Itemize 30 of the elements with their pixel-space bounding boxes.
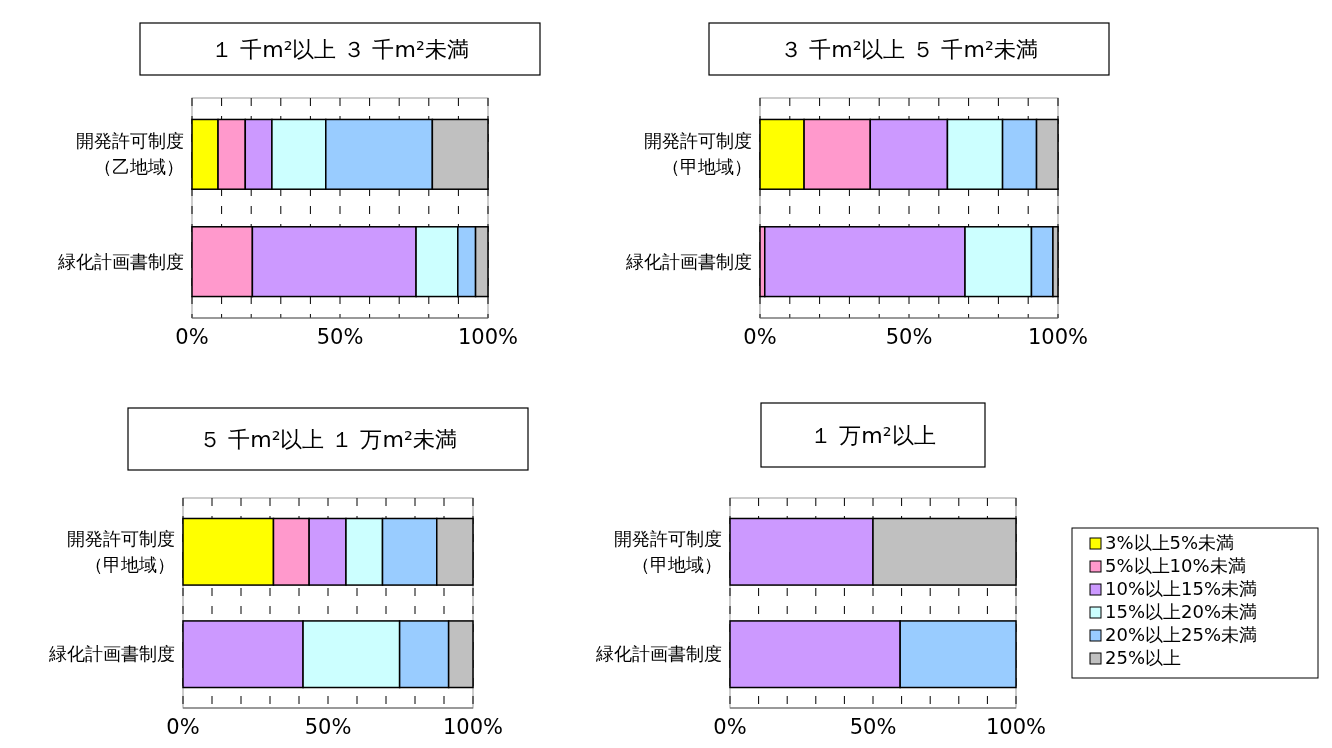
x-tick-label: 50%: [885, 325, 933, 349]
x-tick-label: 100%: [1027, 325, 1089, 349]
y-tick-label: 緑化計画書制度: [48, 643, 175, 665]
y-tick-label: 開発許可制度（甲地域）: [67, 527, 175, 575]
chart-title: ３ 千m²以上 ５ 千m²未満: [780, 36, 1038, 62]
x-tick-label: 0%: [743, 325, 777, 349]
legend-label: 20%以上25%未満: [1105, 624, 1258, 645]
x-tick-label: 100%: [457, 325, 519, 349]
legend-label: 5%以上10%未満: [1105, 555, 1246, 576]
legend-label: 15%以上20%未満: [1105, 601, 1258, 622]
x-tick-label: 50%: [849, 715, 897, 739]
legend-label: 3%以上5%未満: [1105, 532, 1235, 553]
y-tick-label: 開発許可制度（乙地域）: [76, 130, 184, 178]
chart-title: ５ 千m²以上 １ 万m²未満: [199, 426, 457, 452]
chart-title: １ 千m²以上 ３ 千m²未満: [211, 36, 469, 62]
x-tick-label: 50%: [316, 325, 364, 349]
y-tick-label: 開発許可制度（甲地域）: [614, 527, 722, 575]
legend-label: 10%以上15%未満: [1105, 578, 1258, 599]
y-tick-label: 開発許可制度（甲地域）: [644, 130, 752, 178]
x-tick-label: 50%: [304, 715, 352, 739]
chart-title: １ 万m²以上: [810, 422, 936, 448]
x-tick-label: 0%: [175, 325, 209, 349]
y-tick-label: 緑化計画書制度: [595, 643, 722, 665]
y-tick-label: 緑化計画書制度: [625, 250, 752, 272]
legend-label: 25%以上: [1105, 647, 1182, 668]
x-tick-label: 0%: [713, 715, 747, 739]
x-tick-label: 100%: [442, 715, 504, 739]
y-tick-label: 緑化計画書制度: [57, 250, 184, 272]
x-tick-label: 0%: [166, 715, 200, 739]
x-tick-label: 100%: [985, 715, 1047, 739]
